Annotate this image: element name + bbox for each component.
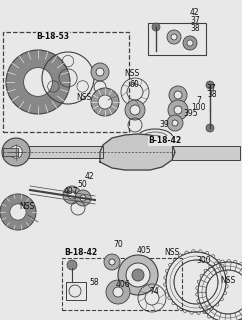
Polygon shape <box>100 134 175 170</box>
Circle shape <box>80 195 86 201</box>
Text: 70: 70 <box>114 240 123 249</box>
Bar <box>172 146 240 160</box>
Circle shape <box>91 88 119 116</box>
Bar <box>3 148 18 156</box>
Circle shape <box>174 91 182 99</box>
Circle shape <box>10 146 22 158</box>
Text: B-18-42: B-18-42 <box>148 136 181 145</box>
Bar <box>66 282 86 300</box>
Circle shape <box>206 81 214 89</box>
Circle shape <box>109 259 115 265</box>
Circle shape <box>75 190 91 206</box>
Circle shape <box>172 120 178 126</box>
Circle shape <box>96 68 104 76</box>
Text: 60: 60 <box>129 80 139 89</box>
Circle shape <box>104 254 120 270</box>
Circle shape <box>126 263 150 287</box>
Text: 395: 395 <box>184 109 198 118</box>
Text: 38: 38 <box>207 90 217 99</box>
Bar <box>148 23 206 55</box>
Circle shape <box>2 138 30 166</box>
Text: 407: 407 <box>64 187 79 196</box>
Bar <box>3 146 103 158</box>
Circle shape <box>183 36 197 50</box>
Circle shape <box>130 105 140 115</box>
Text: 300: 300 <box>196 256 211 265</box>
Circle shape <box>171 34 177 40</box>
Text: 100: 100 <box>191 103 206 112</box>
Text: 38: 38 <box>190 24 200 33</box>
Circle shape <box>174 106 182 114</box>
Circle shape <box>132 269 144 281</box>
Circle shape <box>206 124 214 132</box>
Text: NSS: NSS <box>220 276 235 285</box>
Text: NSS: NSS <box>124 69 140 78</box>
Text: B-18-42: B-18-42 <box>65 248 98 257</box>
Circle shape <box>91 63 109 81</box>
Circle shape <box>68 191 76 199</box>
Circle shape <box>187 40 193 46</box>
Text: 42: 42 <box>85 172 94 181</box>
Circle shape <box>98 95 112 109</box>
Circle shape <box>113 287 123 297</box>
Text: 50: 50 <box>77 180 87 188</box>
Text: 405: 405 <box>137 246 151 255</box>
Circle shape <box>167 115 183 131</box>
Text: NSS: NSS <box>76 93 91 102</box>
Circle shape <box>106 280 130 304</box>
Text: 37: 37 <box>207 84 217 92</box>
Circle shape <box>63 186 81 204</box>
Circle shape <box>67 260 77 270</box>
Text: NSS: NSS <box>19 202 34 211</box>
Text: 7: 7 <box>196 96 201 105</box>
Text: NSS: NSS <box>164 248 180 257</box>
Text: 37: 37 <box>190 16 200 25</box>
Circle shape <box>168 100 188 120</box>
Circle shape <box>167 30 181 44</box>
Text: 39: 39 <box>160 120 169 129</box>
Circle shape <box>24 68 53 96</box>
Text: B-18-53: B-18-53 <box>37 32 70 41</box>
Circle shape <box>118 255 158 295</box>
Circle shape <box>6 50 70 114</box>
Text: 42: 42 <box>190 8 200 17</box>
Circle shape <box>169 86 187 104</box>
Text: 74: 74 <box>150 287 159 296</box>
Text: 58: 58 <box>90 278 99 287</box>
Circle shape <box>10 204 26 220</box>
Circle shape <box>125 100 145 120</box>
Circle shape <box>0 194 36 230</box>
Text: 406: 406 <box>116 280 131 289</box>
Circle shape <box>152 23 160 31</box>
